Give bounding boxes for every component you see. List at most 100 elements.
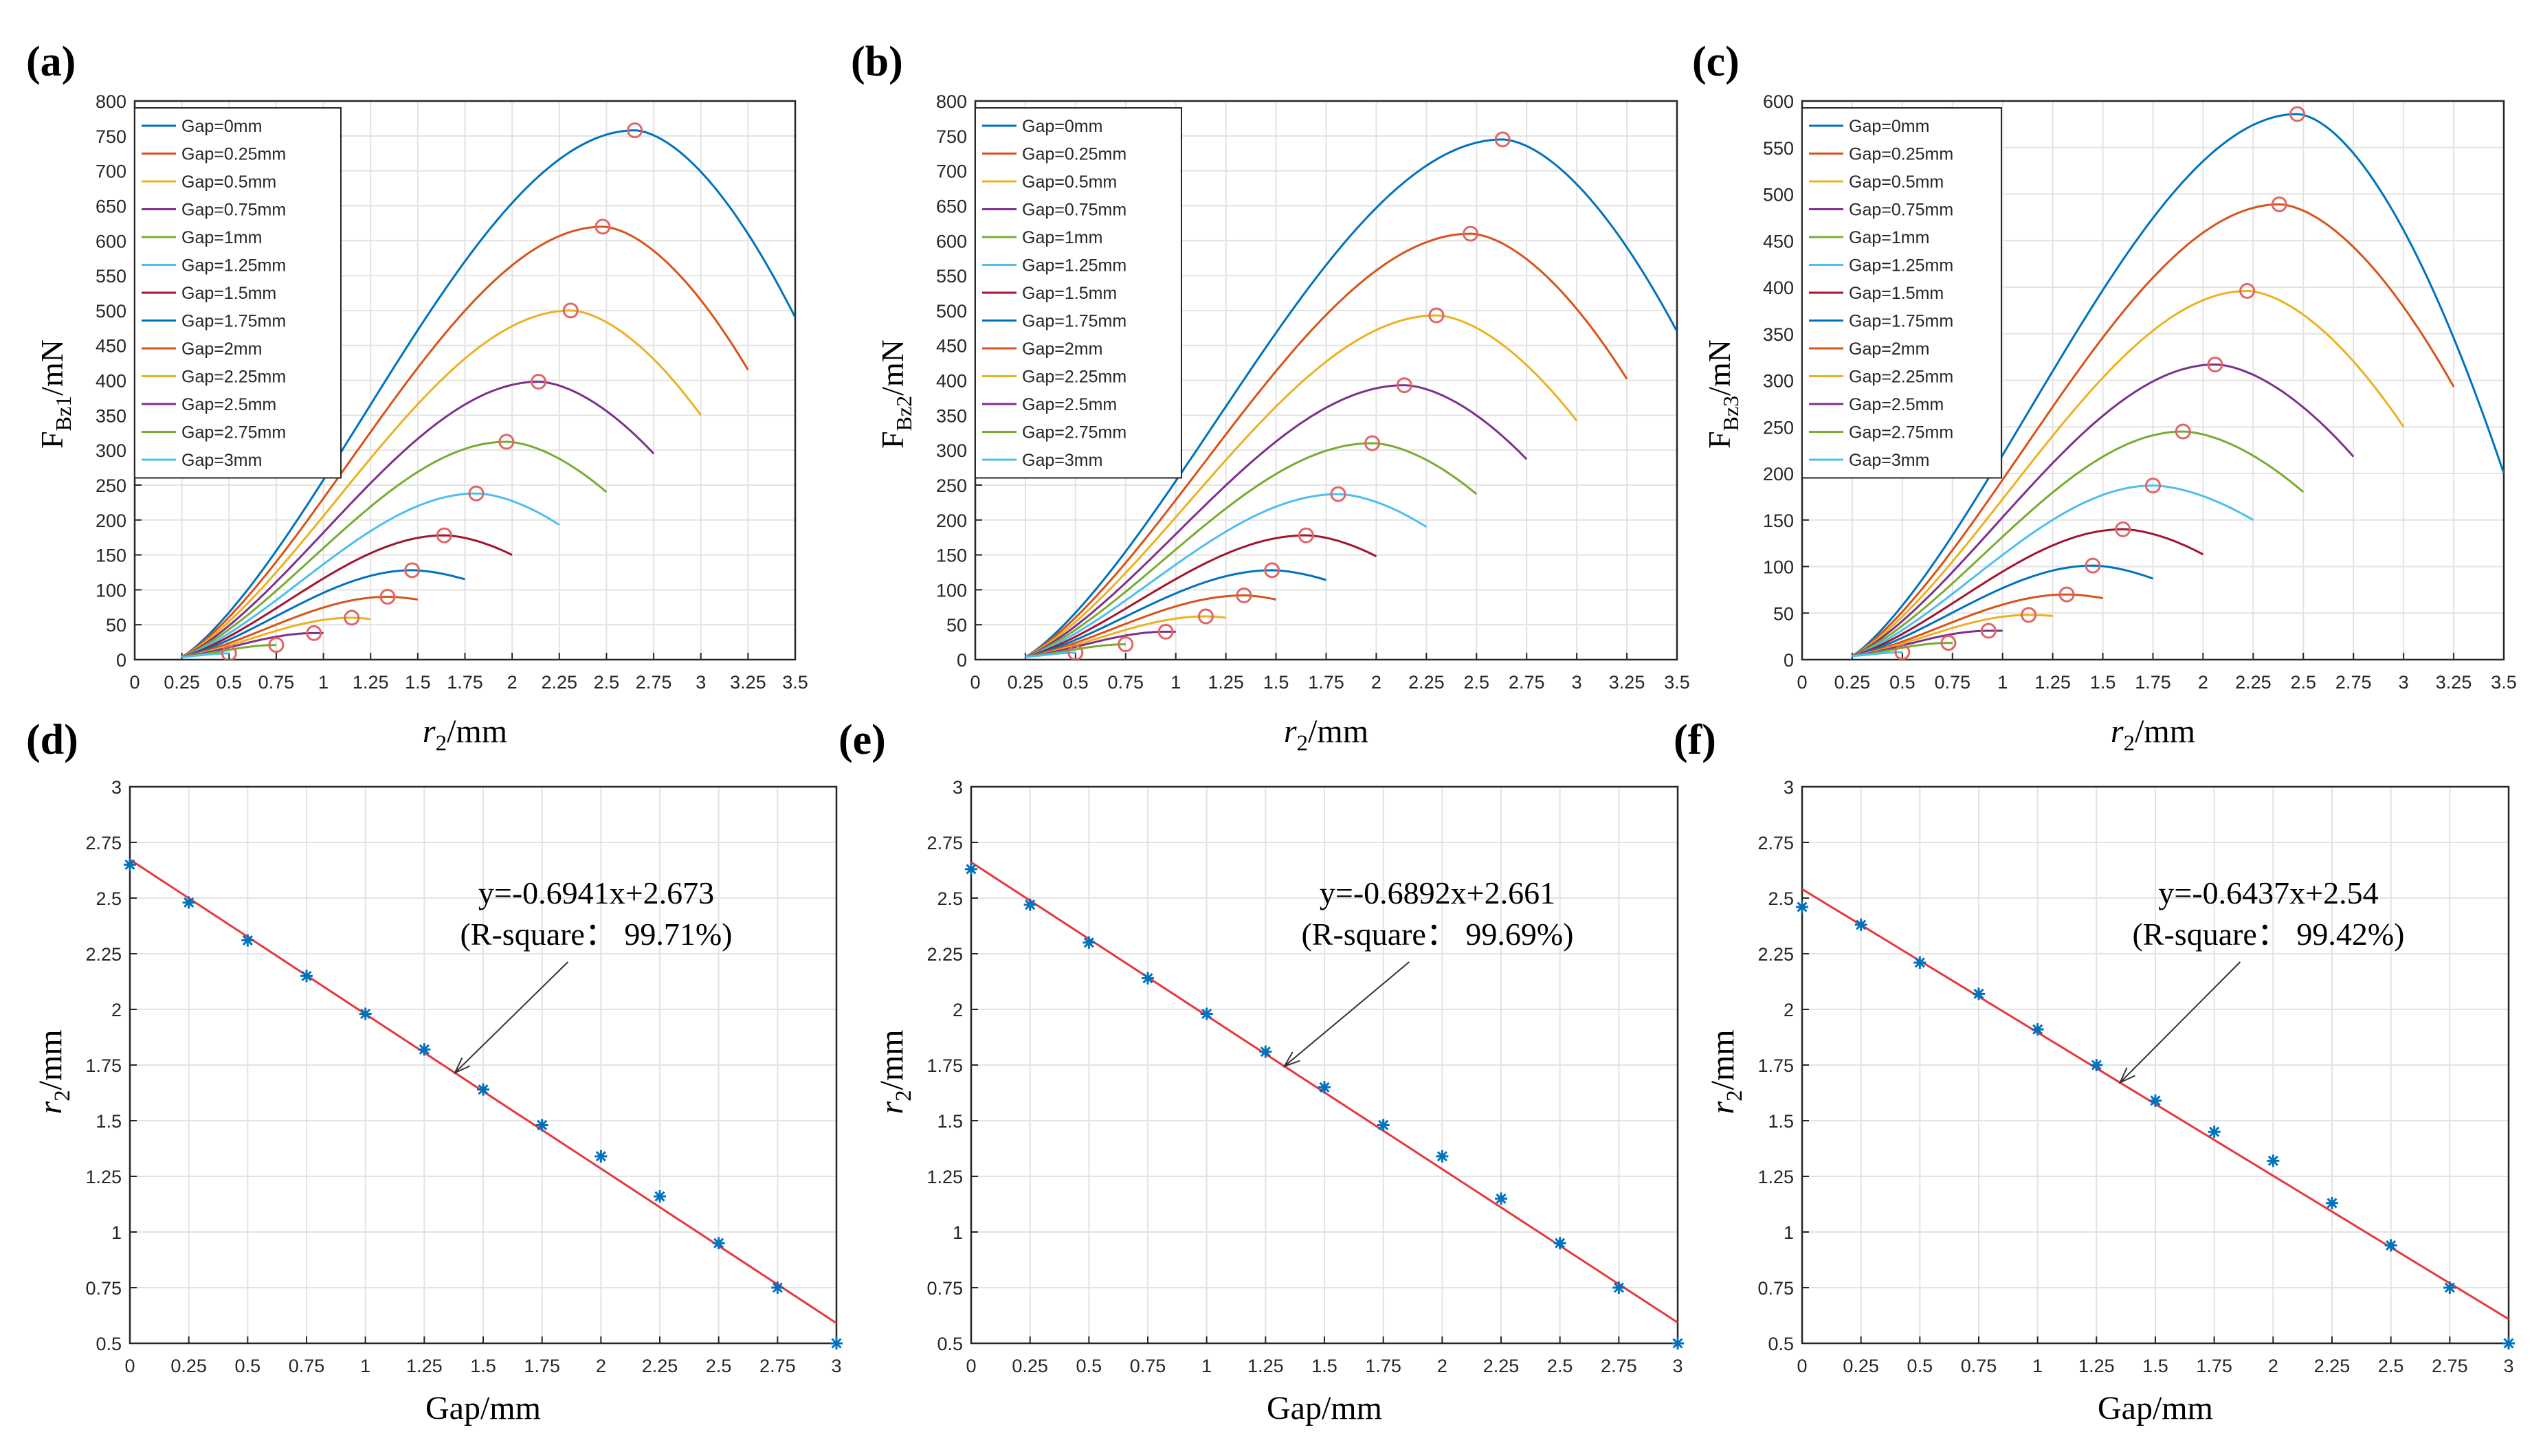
legend-entry: Gap=0.5mm [181,172,276,192]
legend-entry: Gap=2.75mm [1849,423,1953,443]
y-tick-label: 2.5 [937,888,963,909]
y-axis-label: FBz1/mN [34,339,76,449]
x-tick-label: 0.75 [1935,672,1971,693]
series-line [1852,430,2305,658]
x-tick-label: 0 [129,672,140,693]
series-group [1852,106,2504,660]
series-line [181,492,560,658]
series-line [1025,651,1076,658]
y-tick-label: 50 [1773,603,1794,624]
data-point [1913,956,1926,969]
series-line [181,225,749,658]
peak-marker [1298,527,1314,544]
x-tick-label: 0.5 [1889,672,1915,693]
data-point [712,1237,725,1250]
y-tick-label: 500 [936,301,967,322]
x-tick-label: 2.25 [2235,672,2272,693]
y-tick-label: 1.25 [1757,1167,1794,1187]
series-line [1025,314,1578,658]
y-tick-label: 800 [936,91,967,112]
x-tick-label: 1.5 [2090,672,2116,693]
grid [129,786,837,1344]
legend-entry: Gap=1mm [1022,228,1102,247]
x-tick-label: 0.25 [1834,672,1871,693]
x-axis-label: r2/mm [423,713,507,756]
data-point [654,1190,666,1203]
arrow-head [1282,1051,1300,1068]
x-tick-label: 1.5 [1311,1356,1337,1376]
peak-marker [2058,586,2075,603]
y-tick-label: 3 [953,777,963,798]
peak-marker [1364,435,1381,451]
x-axis-label: r2/mm [2111,713,2195,756]
y-tick-label: 350 [96,405,126,426]
series-line [1025,138,1677,658]
y-tick-label: 50 [946,615,967,636]
data-point [830,1337,843,1349]
x-tick-label: 2 [2268,1356,2278,1376]
x-tick-label: 2.25 [2314,1356,2351,1376]
data-point [1023,898,1036,911]
y-tick-label: 100 [1763,557,1794,578]
x-tick-label: 0 [124,1356,135,1376]
x-tick-label: 2.25 [642,1356,678,1376]
x-tick-label: 0.5 [1907,1356,1933,1376]
r-square-label: (R-square： 99.71%) [460,917,732,952]
peak-marker [498,434,515,450]
data-point [2208,1125,2221,1139]
panel-label: (d) [26,717,78,763]
y-tick-label: 600 [96,231,126,251]
legend: Gap=0mm Gap=0.25mm Gap=0.5mm Gap=0.75mm Gap=… [134,107,342,479]
x-tick-label: 3.25 [1609,672,1645,693]
data-point [1082,936,1096,949]
x-tick-label: 3 [1672,1356,1683,1376]
y-tick-label: 750 [936,126,967,147]
x-tick-label: 1 [360,1356,370,1376]
x-axis-label: Gap/mm [2098,1390,2213,1426]
x-tick-label: 1.5 [405,672,431,693]
data-point [182,896,195,909]
peak-marker [1980,623,1997,639]
x-tick-label: 2.75 [759,1356,796,1376]
y-tick-label: 2 [111,1000,122,1020]
data-point [2384,1239,2397,1252]
data-point [2502,1337,2515,1349]
legend-entry: Gap=0.25mm [181,145,286,164]
x-tick-label: 1.5 [1263,672,1289,693]
x-tick-label: 1.25 [1208,672,1244,693]
x-tick-label: 2.5 [1547,1356,1573,1376]
data-point [359,1007,372,1020]
y-tick-label: 700 [96,161,126,182]
data-point [1612,1281,1625,1294]
legend-entry: Gap=2.75mm [181,423,286,443]
series-line [1025,569,1326,658]
y-tick-label: 450 [96,336,126,357]
grid [1801,786,2509,1344]
legend-entry: Gap=1.75mm [181,312,286,331]
peak-marker [221,645,237,660]
y-axis-label: r2/mm [874,1029,916,1114]
y-tick-label: 150 [936,546,967,566]
r-square-label: (R-square： 99.42%) [2132,917,2404,952]
x-tick-label: 1 [1997,672,2008,693]
legend-entry: Gap=0.75mm [181,201,286,220]
series-line [1852,203,2455,657]
x-tick-label: 2.75 [1601,1356,1637,1376]
peak-marker [1157,623,1174,640]
x-tick-label: 2.75 [1509,672,1545,693]
legend-entry: Gap=3mm [1022,451,1102,470]
legend-entry: Gap=0.5mm [1849,172,1944,192]
x-tick-label: 1.5 [2142,1356,2168,1376]
y-tick-label: 1.25 [926,1167,963,1187]
series-group [1025,131,1677,660]
panel-label: (a) [26,38,76,85]
legend-entry: Gap=0.75mm [1849,201,1953,220]
x-tick-label: 3 [2399,672,2409,693]
data-point [124,858,136,871]
data-point [1973,987,1985,1000]
arrow-head [2118,1067,2135,1084]
legend-entry: Gap=2.25mm [1849,368,1953,387]
series-line [1852,289,2405,657]
series-line [1025,615,1226,658]
x-tick-label: 3 [2503,1356,2513,1376]
